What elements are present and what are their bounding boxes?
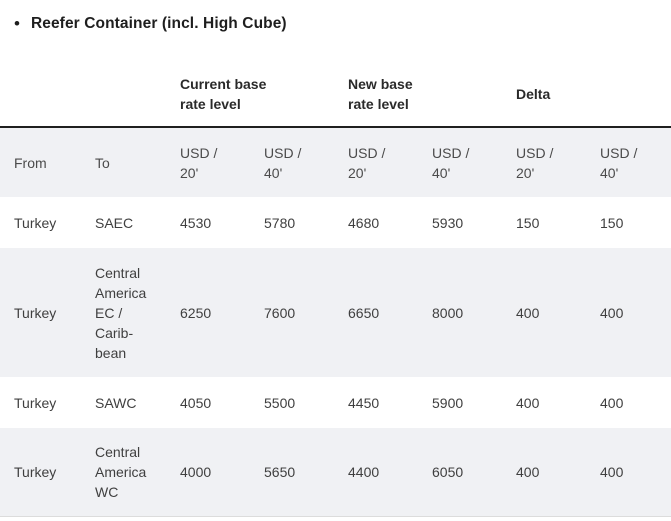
group-header-current-base: Current base rate level [166,62,335,127]
group-header-new-base: New base rate level [334,62,503,127]
cell-new-40: 8000 [432,304,464,321]
col-header-delta-usd-40: USD / 40' [586,126,671,197]
cell-delta-40: 400 [600,304,624,321]
cell-to: SAEC [95,214,134,231]
cell-delta-20: 400 [502,428,587,517]
cell-current-40: 5780 [264,214,296,231]
cell-delta-20: 400 [516,394,540,411]
group-header-spacer [0,62,166,127]
section-title-text: Reefer Container (incl. High Cube) [30,15,287,32]
table-row: Turkey Central America EC / Carib- bean … [0,248,671,377]
table-row: Turkey Central America WC 4000 5650 4400… [0,428,671,517]
cell-new-20: 4400 [334,428,419,517]
cell-current-20: 4050 [180,394,212,411]
col-header-delta-usd-20: USD / 20' [502,126,587,197]
cell-current-20: 4000 [166,428,250,517]
cell-to: Central America WC [81,428,166,517]
cell-new-40: 6050 [418,428,503,517]
col-header-to: To [81,126,166,197]
cell-from: Turkey [14,394,57,411]
group-header-delta: Delta [502,62,671,127]
cell-from: Turkey [14,304,57,321]
group-header-row: Current base rate level New base rate le… [0,62,671,127]
cell-delta-40: 150 [600,214,624,231]
cell-current-40: 5500 [264,394,296,411]
cell-new-40: 5900 [432,394,464,411]
cell-current-40: 7600 [264,304,296,321]
cell-to: Central America EC / Carib- bean [95,264,147,361]
cell-current-20: 6250 [180,304,212,321]
cell-current-20: 4530 [180,214,212,231]
cell-new-20: 4680 [348,214,380,231]
cell-new-20: 4450 [348,394,380,411]
col-header-new-usd-20: USD / 20' [334,126,419,197]
col-header-from: From [0,126,81,197]
cell-delta-20: 150 [516,214,540,231]
cell-delta-40: 400 [586,428,671,517]
rates-table: Current base rate level New base rate le… [0,62,671,517]
column-header-row: From To USD / 20' USD / 40' USD / 20' US… [0,126,671,197]
section-title: • Reefer Container (incl. High Cube) [14,14,671,34]
table-row: Turkey SAWC 4050 5500 4450 5900 400 400 [0,377,671,428]
cell-from: Turkey [14,214,57,231]
col-header-new-usd-40: USD / 40' [418,126,503,197]
table-row: Turkey SAEC 4530 5780 4680 5930 150 150 [0,197,671,248]
cell-current-40: 5650 [250,428,335,517]
cell-delta-40: 400 [600,394,624,411]
cell-from: Turkey [0,428,81,517]
cell-new-20: 6650 [348,304,380,321]
cell-delta-20: 400 [516,304,540,321]
col-header-current-usd-20: USD / 20' [166,126,250,197]
bullet-icon: • [14,14,20,33]
col-header-current-usd-40: USD / 40' [250,126,335,197]
cell-new-40: 5930 [432,214,464,231]
cell-to: SAWC [95,394,137,411]
